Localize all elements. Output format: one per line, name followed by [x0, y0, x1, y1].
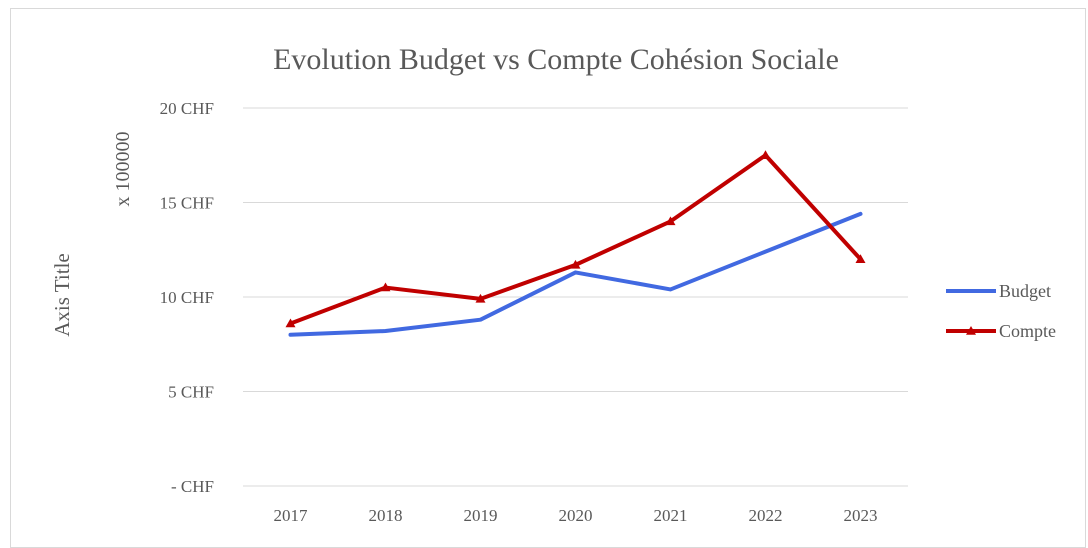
data-point-compte	[855, 254, 866, 263]
y-tick-label: 5 CHF	[168, 383, 214, 402]
data-point-compte	[760, 150, 771, 159]
gridlines	[243, 107, 908, 487]
legend: Budget Compte	[946, 281, 1056, 341]
x-tick-label: 2022	[749, 506, 783, 525]
x-tick-label: 2023	[844, 506, 878, 525]
series-line-budget	[288, 211, 863, 337]
x-tick-label: 2020	[559, 506, 593, 525]
y-tick-labels: 20 CHF 15 CHF 10 CHF 5 CHF - CHF	[160, 99, 214, 496]
legend-marker-compte	[966, 326, 976, 335]
y-tick-label: 15 CHF	[160, 194, 214, 213]
legend-label-compte: Compte	[999, 321, 1056, 341]
y-unit-label: x 100000	[112, 132, 134, 207]
y-axis-title: Axis Title	[50, 253, 74, 336]
line-chart: Evolution Budget vs Compte Cohésion Soci…	[50, 43, 1056, 525]
y-tick-label: 10 CHF	[160, 288, 214, 307]
chart-frame: Evolution Budget vs Compte Cohésion Soci…	[10, 8, 1086, 548]
series-layer	[285, 150, 866, 337]
y-tick-label: - CHF	[171, 477, 214, 496]
legend-label-budget: Budget	[999, 281, 1051, 301]
series-line-compte	[288, 153, 863, 326]
data-point-compte	[570, 259, 581, 269]
x-tick-label: 2018	[369, 506, 403, 525]
x-tick-label: 2021	[654, 506, 688, 525]
x-tick-labels: 2017 2018 2019 2020 2021 2022 2023	[274, 506, 878, 525]
x-tick-label: 2017	[274, 506, 309, 525]
y-tick-label: 20 CHF	[160, 99, 214, 118]
data-point-compte	[665, 216, 676, 226]
x-tick-label: 2019	[464, 506, 498, 525]
data-point-compte	[380, 282, 391, 292]
data-point-compte	[475, 293, 486, 303]
chart-title: Evolution Budget vs Compte Cohésion Soci…	[273, 43, 839, 76]
data-point-compte	[285, 318, 296, 328]
